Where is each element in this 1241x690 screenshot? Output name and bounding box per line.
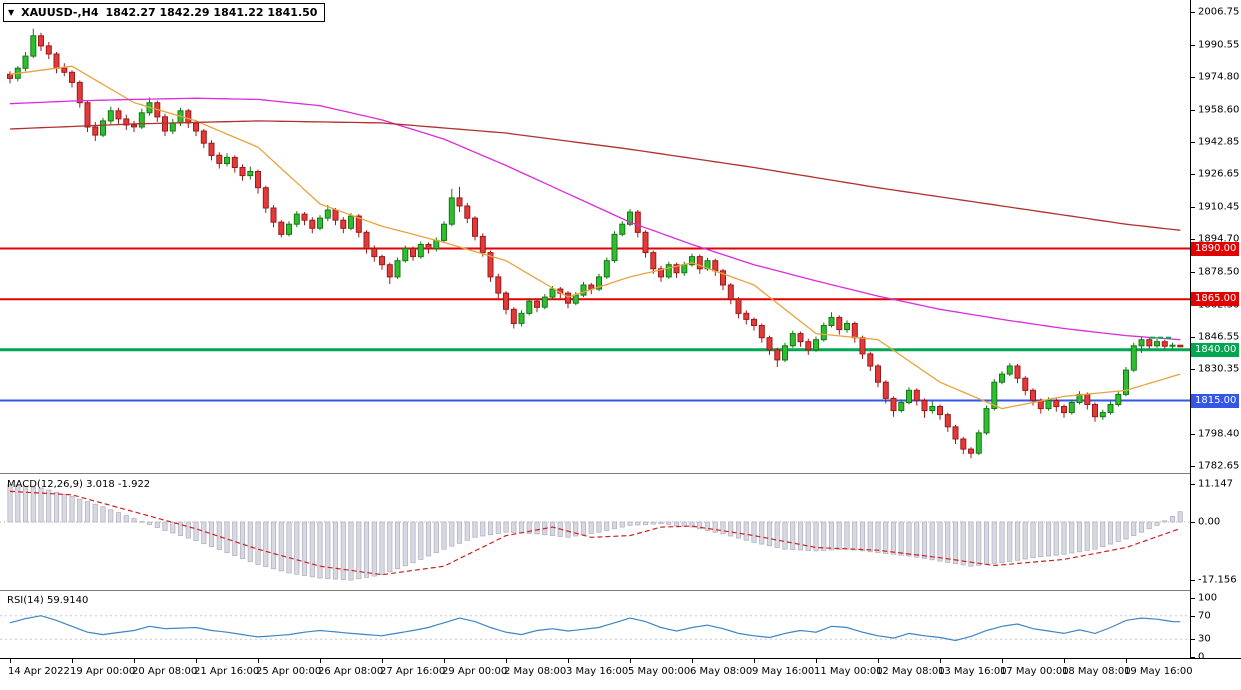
time-tick-label: 6 May 08:00 — [690, 666, 753, 677]
price-tick-label: 1910.45 — [1198, 201, 1240, 213]
time-tick-label: 9 May 16:00 — [752, 666, 815, 677]
price-tick-label: 11.147 — [1198, 478, 1233, 490]
price-axis-tick — [1191, 434, 1195, 436]
time-axis-tick — [878, 659, 879, 663]
time-tick-label: 29 Apr 00:00 — [442, 666, 508, 677]
time-tick-label: 20 Apr 08:00 — [132, 666, 198, 677]
time-axis-tick — [940, 659, 941, 663]
time-axis-tick — [816, 659, 817, 663]
price-tick-label: 30 — [1198, 633, 1211, 645]
price-axis-tick — [1191, 174, 1195, 176]
price-axis-tick — [1191, 239, 1195, 240]
price-tick-label: 1782.65 — [1198, 460, 1240, 472]
time-tick-label: 25 Apr 00:00 — [256, 666, 322, 677]
price-tick-label: 1974.80 — [1198, 71, 1240, 83]
price-tick-label: 1798.40 — [1198, 428, 1240, 440]
rsi-canvas[interactable] — [0, 593, 1190, 658]
price-tick-label: 1830.35 — [1198, 363, 1240, 375]
symbol-timeframe-label: XAUUSD-,H4 — [21, 6, 99, 19]
price-tick-label: 70 — [1198, 610, 1211, 622]
price-tick-label: -17.156 — [1198, 574, 1237, 586]
time-axis-tick — [1002, 659, 1003, 663]
chart-title-box: ▼ XAUUSD-,H4 1842.27 1842.29 1841.22 184… — [3, 3, 326, 22]
macd-label: MACD(12,26,9) 3.018 -1.922 — [7, 479, 151, 490]
price-axis-tick — [1191, 271, 1195, 273]
panel-separator-macd-rsi[interactable] — [0, 590, 1241, 591]
time-axis-tick — [754, 659, 755, 663]
time-axis-tick — [692, 659, 693, 663]
time-axis-tick — [506, 659, 507, 663]
time-tick-label: 3 May 16:00 — [566, 666, 629, 677]
price-tick-label: 0 — [1198, 651, 1205, 663]
time-tick-label: 27 Apr 16:00 — [380, 666, 446, 677]
price-axis[interactable]: 2006.75 1990.55 1974.80 1958.60 1942.85 1926.… — [1190, 0, 1241, 663]
time-tick-label: 5 May 00:00 — [628, 666, 691, 677]
time-tick-label: 13 May 16:00 — [938, 666, 1007, 677]
macd-panel[interactable]: MACD(12,26,9) 3.018 -1.922 — [0, 477, 1190, 589]
price-tick-label: 0.00 — [1198, 516, 1221, 528]
panel-separator-main-macd[interactable] — [0, 473, 1241, 474]
price-axis-tick — [1191, 615, 1195, 617]
time-axis-tick — [258, 659, 259, 663]
price-tick-label: 1958.60 — [1198, 104, 1240, 115]
time-axis-tick — [1126, 659, 1127, 663]
price-line-badge: 1815.00 — [1191, 393, 1239, 408]
time-tick-label: 11 May 00:00 — [814, 666, 883, 677]
price-tick-label: 1878.50 — [1198, 266, 1240, 278]
price-axis-tick — [1191, 657, 1195, 658]
time-axis[interactable]: 14 Apr 2022 19 Apr 00:00 20 Apr 08:00 21 Ap… — [0, 658, 1241, 690]
time-axis-tick — [320, 659, 321, 663]
time-tick-label: 19 Apr 00:00 — [70, 666, 136, 677]
price-axis-tick — [1191, 484, 1195, 486]
price-axis-tick — [1191, 598, 1195, 599]
collapse-arrow-icon[interactable]: ▼ — [8, 8, 15, 17]
price-axis-tick — [1191, 522, 1195, 523]
price-tick-label: 1894.70 — [1198, 233, 1240, 245]
price-tick-label: 1926.65 — [1198, 168, 1240, 180]
price-tick-label: 1942.85 — [1198, 136, 1240, 147]
ohlc-values: 1842.27 1842.29 1841.22 1841.50 — [105, 6, 318, 19]
price-line-badge: 1865.00 — [1191, 292, 1239, 307]
time-axis-tick — [134, 659, 135, 663]
price-tick-label: 2006.75 — [1198, 6, 1240, 18]
time-tick-label: 21 Apr 16:00 — [194, 666, 260, 677]
price-axis-tick — [1191, 109, 1195, 111]
price-axis-tick — [1191, 76, 1195, 78]
price-axis-tick — [1191, 639, 1195, 641]
price-axis-tick — [1191, 12, 1195, 13]
time-tick-label: 19 May 16:00 — [1124, 666, 1193, 677]
price-tick-label: 1990.55 — [1198, 39, 1240, 51]
price-axis-tick — [1191, 336, 1195, 338]
time-axis-tick — [196, 659, 197, 663]
price-axis-tick — [1191, 369, 1195, 371]
time-axis-tick — [382, 659, 383, 663]
time-axis-tick — [72, 659, 73, 663]
time-tick-label: 2 May 08:00 — [504, 666, 567, 677]
time-axis-tick — [1064, 659, 1065, 663]
time-tick-label: 14 Apr 2022 — [8, 666, 70, 677]
time-axis-tick — [444, 659, 445, 663]
macd-canvas[interactable] — [0, 477, 1190, 589]
candlestick-canvas[interactable] — [0, 4, 1190, 472]
price-axis-tick — [1191, 207, 1195, 209]
price-line-badge: 1840.00 — [1191, 342, 1239, 357]
time-tick-label: 18 May 08:00 — [1062, 666, 1131, 677]
time-tick-label: 17 May 00:00 — [1000, 666, 1069, 677]
price-axis-tick — [1191, 141, 1195, 143]
time-axis-tick — [630, 659, 631, 663]
price-tick-label: 100 — [1198, 592, 1218, 604]
price-axis-tick — [1191, 44, 1195, 46]
rsi-label: RSI(14) 59.9140 — [7, 595, 89, 606]
price-axis-tick — [1191, 466, 1195, 467]
time-tick-label: 12 May 08:00 — [876, 666, 945, 677]
price-line-badge: 1890.00 — [1191, 241, 1239, 256]
time-axis-tick — [10, 659, 11, 663]
time-axis-tick — [568, 659, 569, 663]
rsi-panel[interactable]: RSI(14) 59.9140 — [0, 593, 1190, 658]
time-tick-label: 26 Apr 08:00 — [318, 666, 384, 677]
price-axis-tick — [1191, 580, 1195, 582]
main-chart-panel[interactable] — [0, 4, 1190, 472]
price-tick-label: 1846.55 — [1198, 331, 1240, 342]
